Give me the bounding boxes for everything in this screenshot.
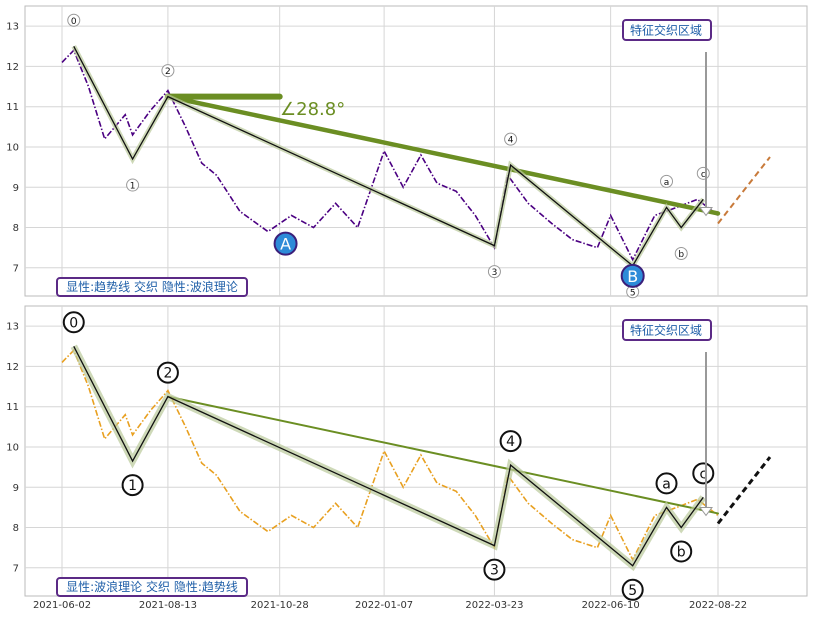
trend-line bbox=[166, 395, 719, 515]
x-tick-label: 2022-03-23 bbox=[465, 600, 523, 611]
y-tick-label: 11 bbox=[6, 102, 19, 113]
wave-point-label: a bbox=[662, 476, 671, 492]
annotation-box bbox=[622, 319, 712, 341]
wave-point-label: 1 bbox=[128, 478, 137, 494]
projection-line bbox=[716, 456, 772, 525]
wave-point-label: 1 bbox=[130, 182, 136, 192]
wave-path bbox=[73, 45, 704, 267]
annotation-text: 特征交织区域 bbox=[630, 23, 702, 38]
wave-point-label: 2 bbox=[165, 67, 171, 77]
y-tick-label: 10 bbox=[6, 442, 19, 453]
wave-path bbox=[73, 345, 704, 567]
wave-point-label: 0 bbox=[69, 315, 78, 331]
wave-point-marker bbox=[121, 474, 144, 497]
ab-point-marker bbox=[273, 231, 298, 256]
wave-point-label: 4 bbox=[508, 136, 514, 146]
y-tick-label: 12 bbox=[6, 62, 19, 73]
annotation-box bbox=[622, 19, 712, 41]
x-tick-label: 2021-10-28 bbox=[251, 600, 309, 611]
wave-point-marker bbox=[655, 472, 678, 495]
wave-point-label: c bbox=[699, 466, 707, 482]
caption-text: 显性:趋势线 交织 隐性:波浪理论 bbox=[66, 279, 238, 294]
wave-point-label: c bbox=[701, 170, 706, 180]
wave-point-label: 3 bbox=[492, 268, 498, 278]
wave-point-marker bbox=[670, 540, 693, 563]
caption-box bbox=[56, 577, 248, 597]
x-tick-label: 2021-08-13 bbox=[139, 600, 197, 611]
wave-point-marker bbox=[487, 265, 501, 279]
y-tick-label: 11 bbox=[6, 402, 19, 413]
x-tick-label: 2021-06-02 bbox=[33, 600, 91, 611]
wave-point-label: b bbox=[678, 250, 684, 260]
wave-point-marker bbox=[161, 64, 175, 78]
trend-line bbox=[165, 94, 721, 216]
wave-point-marker bbox=[621, 578, 644, 601]
wave-point-marker bbox=[62, 311, 85, 334]
y-tick-label: 8 bbox=[13, 223, 19, 234]
wave-point-label: 3 bbox=[490, 563, 499, 579]
wave-point-marker bbox=[674, 247, 688, 261]
angle-label: ∠28.8° bbox=[280, 99, 345, 120]
wave-point-marker bbox=[504, 132, 518, 146]
ab-point-label: B bbox=[627, 267, 638, 286]
y-tick-label: 8 bbox=[13, 523, 19, 534]
y-tick-label: 13 bbox=[6, 322, 19, 333]
y-tick-label: 9 bbox=[13, 483, 19, 494]
annotation-arrow-head bbox=[699, 506, 713, 517]
x-tick-label: 2022-06-10 bbox=[582, 600, 640, 611]
y-tick-label: 10 bbox=[6, 142, 19, 153]
x-tick-label: 2022-01-07 bbox=[355, 600, 413, 611]
wave-point-label: 2 bbox=[163, 366, 172, 382]
wave-point-label: 5 bbox=[628, 583, 637, 599]
ab-point-marker bbox=[620, 263, 645, 288]
ab-point-label: A bbox=[280, 235, 291, 254]
wave-point-marker bbox=[660, 174, 674, 188]
wave-point-label: 0 bbox=[71, 17, 77, 27]
y-tick-label: 13 bbox=[6, 22, 19, 33]
x-tick-label: 2022-08-22 bbox=[689, 600, 747, 611]
wave-point-label: 4 bbox=[506, 434, 515, 450]
wave-point-label: a bbox=[664, 178, 670, 188]
y-tick-label: 9 bbox=[13, 183, 19, 194]
caption-text: 显性:波浪理论 交织 隐性:趋势线 bbox=[66, 579, 238, 594]
wave-point-marker bbox=[126, 178, 140, 192]
annotation-text: 特征交织区域 bbox=[630, 323, 702, 338]
wave-point-marker bbox=[692, 462, 715, 485]
wave-point-marker bbox=[156, 361, 179, 384]
wave-point-marker bbox=[483, 558, 506, 581]
annotation-arrow-head bbox=[699, 206, 713, 217]
y-tick-label: 7 bbox=[13, 563, 19, 574]
wave-point-label: 5 bbox=[630, 288, 636, 298]
y-tick-label: 12 bbox=[6, 362, 19, 373]
caption-box bbox=[56, 277, 248, 297]
y-tick-label: 7 bbox=[13, 263, 19, 274]
wave-point-marker bbox=[499, 430, 522, 453]
projection-line bbox=[717, 156, 771, 225]
wave-point-marker bbox=[67, 13, 81, 27]
wave-point-label: b bbox=[677, 545, 686, 561]
